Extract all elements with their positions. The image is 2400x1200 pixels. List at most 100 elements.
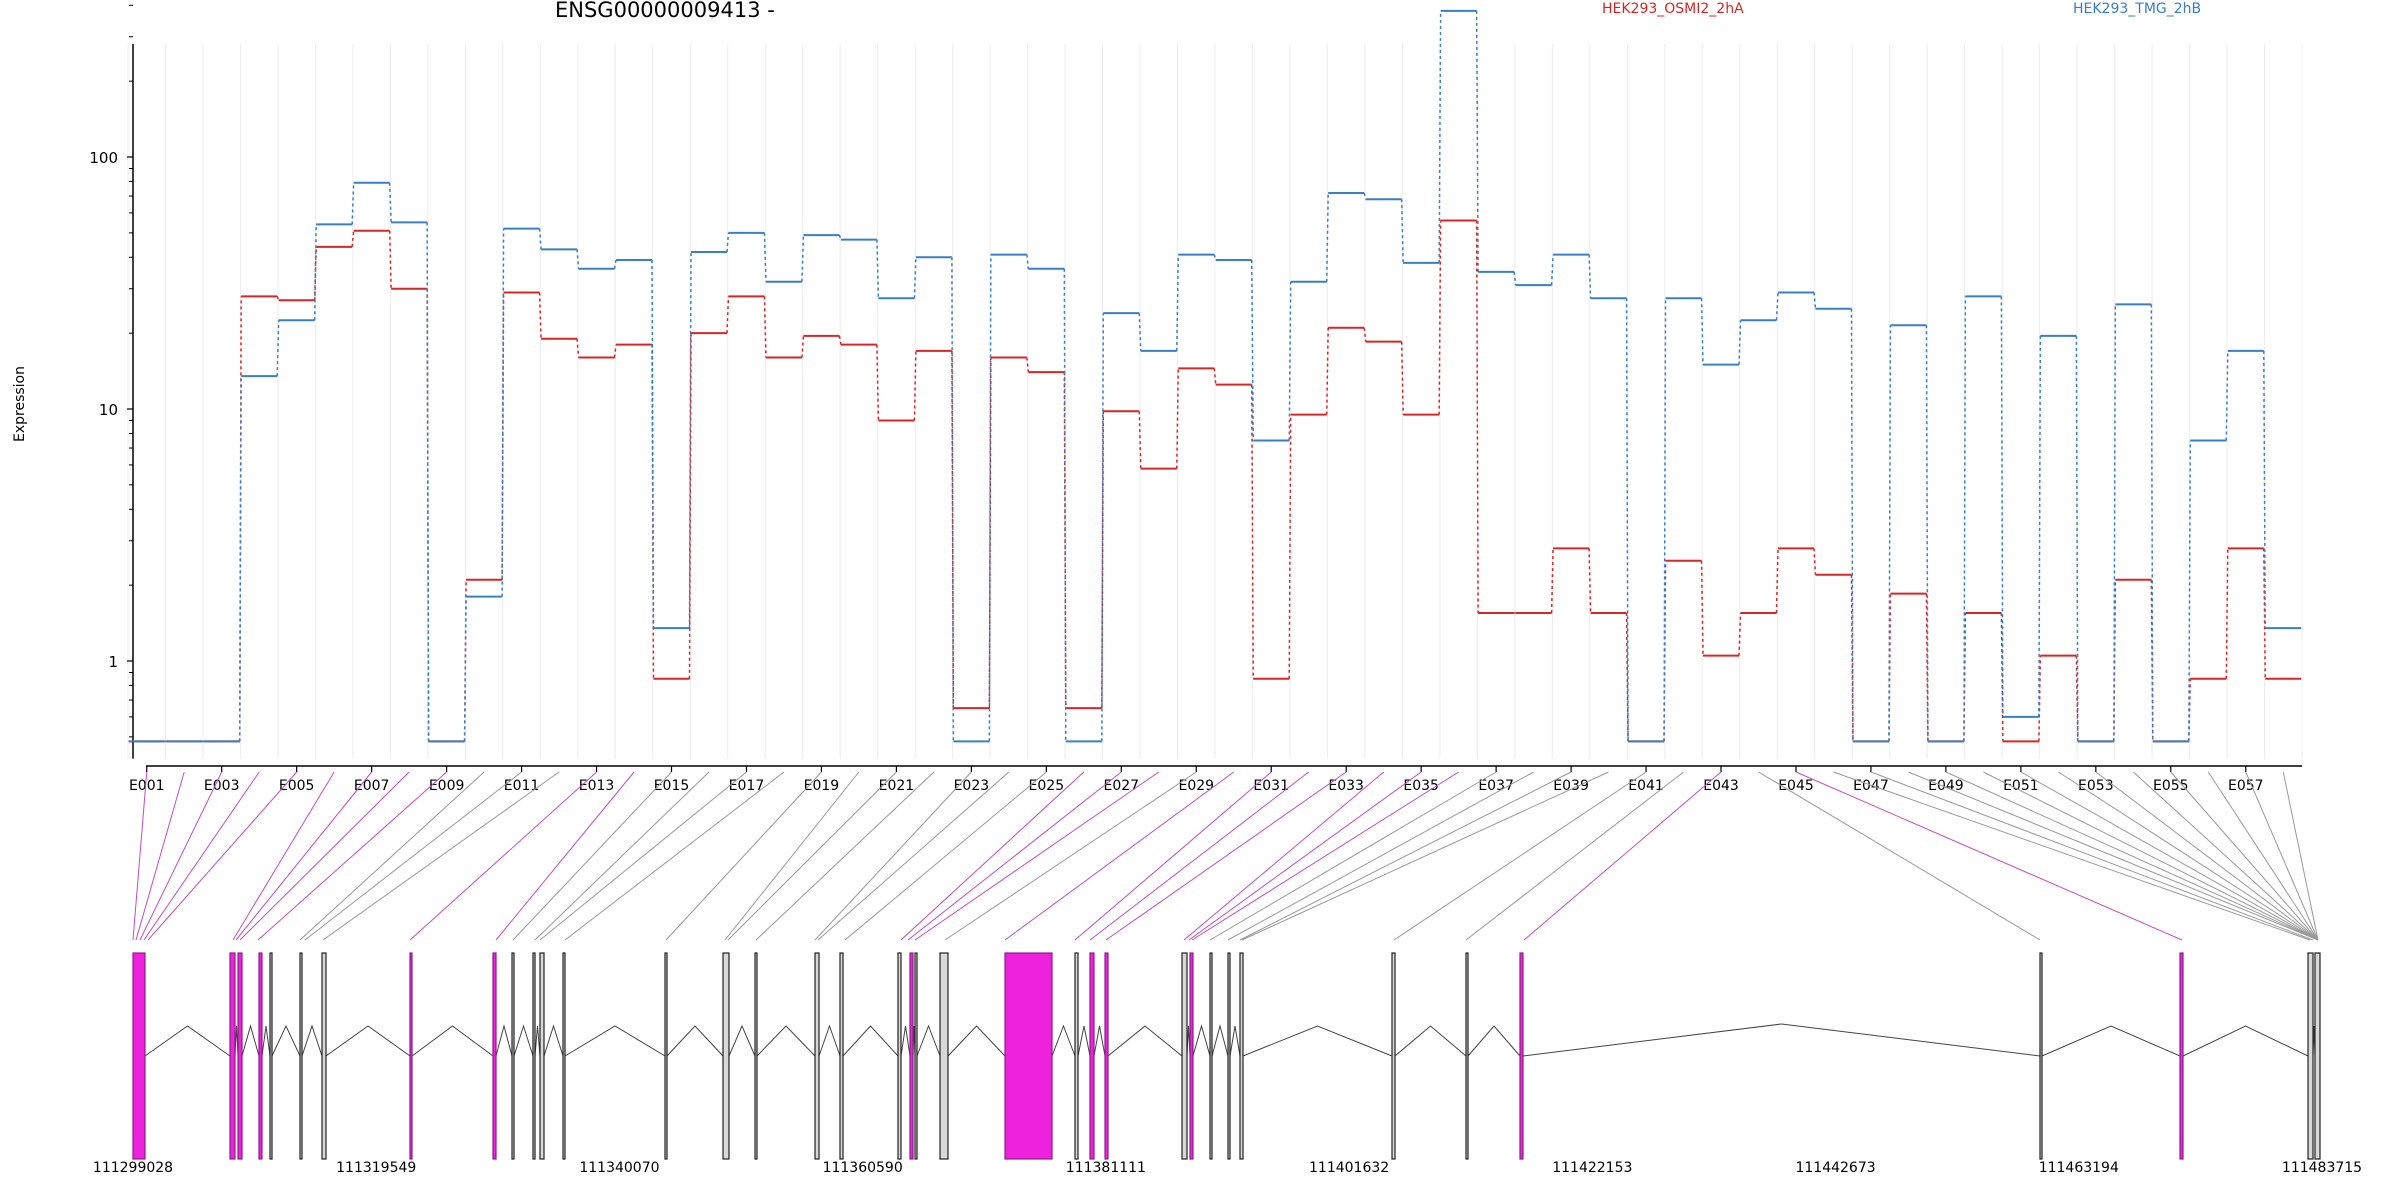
exon-block xyxy=(814,952,820,1160)
exon-block xyxy=(321,952,327,1160)
x-tick-label: E007 xyxy=(354,778,390,794)
exon-block xyxy=(1189,952,1194,1160)
exon-block xyxy=(511,952,515,1160)
connector-line xyxy=(2245,771,2319,941)
x-tick-label: E051 xyxy=(2003,778,2039,794)
intron xyxy=(947,1025,1006,1057)
exon-block xyxy=(722,952,730,1160)
y-axis-label: Expression xyxy=(12,366,28,442)
connector-line xyxy=(944,771,1197,941)
intron xyxy=(1192,1024,1211,1057)
exon-connectors xyxy=(132,771,2319,941)
series-line xyxy=(164,10,2267,743)
y-tick-label: 100 xyxy=(89,149,118,167)
intron xyxy=(1077,1025,1091,1057)
connector-line xyxy=(900,771,1085,941)
connector-line xyxy=(2095,771,2319,941)
connector-line xyxy=(844,771,1047,941)
y-tick-label: 10 xyxy=(99,401,118,419)
intron xyxy=(325,1025,411,1057)
connector-line xyxy=(232,771,335,941)
connector-line xyxy=(512,771,672,941)
x-tick-label: E053 xyxy=(2078,778,2114,794)
exon-block xyxy=(299,952,303,1160)
connector-line xyxy=(1074,771,1272,941)
x-tick-label: E039 xyxy=(1553,778,1589,794)
intron xyxy=(1093,1025,1106,1057)
x-tick-label: E033 xyxy=(1328,778,1364,794)
exon-block xyxy=(532,952,536,1160)
x-tick-label: E043 xyxy=(1703,778,1739,794)
exon-block xyxy=(1391,952,1396,1160)
axes xyxy=(127,4,2302,772)
intron xyxy=(564,1025,666,1057)
x-tick-label: E027 xyxy=(1104,778,1140,794)
intron xyxy=(1522,1023,2041,1057)
intron xyxy=(1242,1025,1393,1057)
connector-line xyxy=(2058,771,2319,941)
connector-line xyxy=(2170,771,2319,941)
connector-line xyxy=(665,771,822,941)
connector-line xyxy=(724,771,860,941)
x-tick-label: E041 xyxy=(1628,778,1664,794)
intron xyxy=(756,1025,816,1057)
connector-line xyxy=(132,771,148,941)
connector-line xyxy=(814,771,972,941)
genomic-tick-label: 111299028 xyxy=(93,1160,173,1176)
y-tick-labels: 1 10 100 xyxy=(89,149,118,671)
exon-block xyxy=(269,952,273,1160)
connector-line xyxy=(755,771,935,941)
connector-line xyxy=(147,771,298,941)
connector-line xyxy=(1004,771,1235,941)
connector-line xyxy=(1209,771,1497,941)
connector-line xyxy=(727,771,897,941)
exon-block xyxy=(1519,952,1524,1160)
intron xyxy=(2182,1025,2309,1057)
exon-block xyxy=(1181,952,1188,1160)
genomic-tick-label: 111340070 xyxy=(579,1160,659,1176)
intron xyxy=(1051,1024,1076,1057)
connector-line xyxy=(564,771,785,941)
intron xyxy=(666,1025,724,1057)
intron xyxy=(495,1024,513,1057)
intron xyxy=(1107,1025,1183,1057)
exon-block xyxy=(1089,952,1095,1160)
exon-block xyxy=(914,952,918,1160)
intron xyxy=(301,1024,323,1057)
exon-block xyxy=(237,952,243,1160)
connector-line xyxy=(1191,771,1459,941)
legend-series-1: HEK293_OSMI2_2hA xyxy=(1602,1,1744,17)
connector-line xyxy=(322,771,560,941)
exon-block xyxy=(562,952,566,1160)
intron xyxy=(271,1024,301,1057)
connector-line xyxy=(143,771,260,941)
genomic-tick-labels: 111299028 111319549 111340070 111360590 1113… xyxy=(93,1160,2362,1176)
connector-line xyxy=(907,771,1122,941)
connector-line xyxy=(914,771,1160,941)
x-tick-label: E003 xyxy=(204,778,240,794)
connector-line xyxy=(1241,771,1609,941)
intron xyxy=(543,1024,564,1057)
connector-line xyxy=(139,771,223,941)
connector-line xyxy=(409,771,597,941)
exon-block xyxy=(939,952,949,1160)
genomic-tick-label: 111483715 xyxy=(2282,1160,2362,1176)
intron xyxy=(842,1025,899,1057)
connector-line xyxy=(239,771,410,941)
genomic-tick-label: 111360590 xyxy=(823,1160,903,1176)
intron xyxy=(1467,1025,1521,1057)
intron xyxy=(411,1025,494,1057)
y-tick-label: 1 xyxy=(108,653,118,671)
x-tick-label: E031 xyxy=(1253,778,1289,794)
exon-block xyxy=(1227,952,1231,1160)
x-tick-label: E001 xyxy=(129,778,165,794)
vertical-grid xyxy=(127,44,2303,759)
connector-line xyxy=(2132,771,2319,941)
exon-block xyxy=(1074,952,1079,1160)
connector-line xyxy=(1833,771,2311,941)
exon-block xyxy=(258,952,263,1160)
x-tick-label: E049 xyxy=(1928,778,1964,794)
x-tick-label: E013 xyxy=(579,778,615,794)
connector-line xyxy=(1393,771,1647,941)
